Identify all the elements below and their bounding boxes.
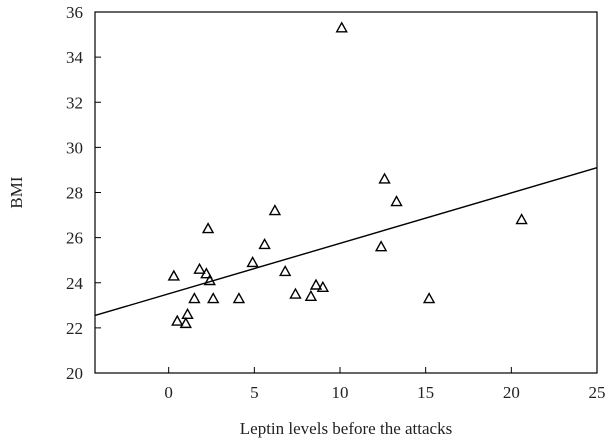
y-tick-label: 22 <box>66 319 83 338</box>
data-point <box>335 21 348 33</box>
data-point <box>167 269 181 281</box>
data-point <box>193 262 206 274</box>
x-axis-label: Leptin levels before the attacks <box>240 419 452 438</box>
x-tick-label: 10 <box>332 383 349 402</box>
data-point <box>390 195 403 207</box>
x-tick-label: 15 <box>417 383 434 402</box>
data-point <box>188 292 201 304</box>
data-point <box>179 316 192 329</box>
data-point <box>200 267 213 279</box>
data-point <box>515 213 528 225</box>
data-point <box>309 278 323 290</box>
data-point <box>268 204 282 216</box>
data-point <box>289 287 302 299</box>
y-tick-label: 26 <box>66 229 83 248</box>
y-tick-label: 28 <box>66 184 83 203</box>
y-tick-label: 24 <box>66 274 84 293</box>
data-point <box>374 240 388 252</box>
data-point <box>181 307 194 320</box>
y-tick-label: 32 <box>66 93 83 112</box>
data-point <box>258 237 271 250</box>
data-point <box>171 314 184 326</box>
data-point <box>201 222 215 234</box>
data-point <box>207 292 220 304</box>
data-point <box>422 292 436 304</box>
y-axis-label: BMI <box>7 176 26 208</box>
x-axis: 0 5 10 15 20 25 <box>164 367 606 402</box>
y-tick-label: 36 <box>66 3 83 22</box>
x-tick-label: 0 <box>164 383 173 402</box>
y-tick-label: 20 <box>66 364 83 383</box>
plot-border <box>94 11 598 374</box>
data-point <box>232 292 246 304</box>
x-tick-label: 25 <box>589 383 606 402</box>
y-axis: 20 22 24 26 28 30 32 34 36 <box>66 3 101 383</box>
data-point <box>278 265 292 277</box>
data-points <box>167 21 528 329</box>
x-tick-label: 5 <box>250 383 259 402</box>
data-point <box>246 256 259 268</box>
data-point <box>378 172 391 184</box>
data-point <box>203 274 216 286</box>
trend-line <box>94 167 598 317</box>
y-tick-label: 30 <box>66 138 83 157</box>
y-tick-label: 34 <box>66 48 84 67</box>
data-point <box>316 280 330 292</box>
plot-area <box>94 11 598 374</box>
data-point <box>304 289 318 301</box>
x-tick-label: 20 <box>503 383 520 402</box>
